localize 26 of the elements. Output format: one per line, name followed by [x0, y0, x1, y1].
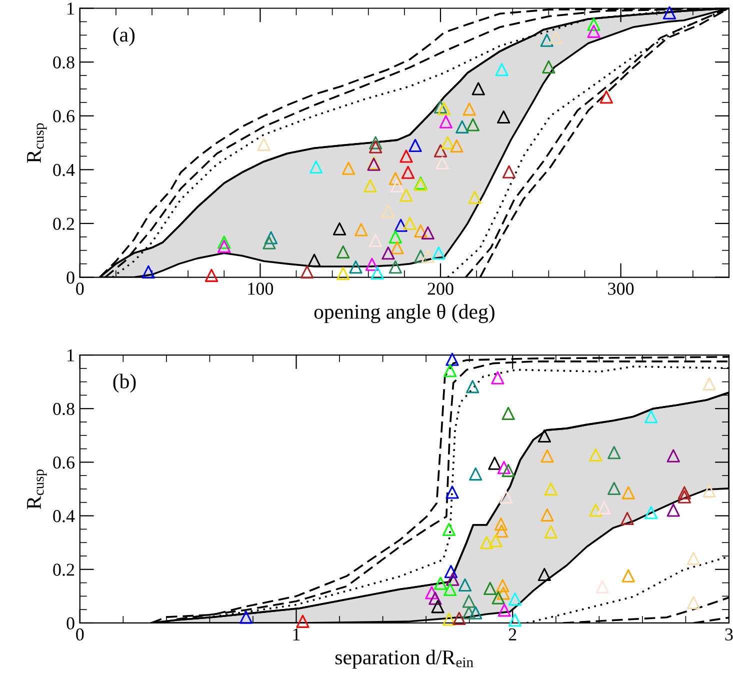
x-tick-label: 0 — [76, 628, 84, 641]
y-tick-label: 0.8 — [53, 402, 74, 416]
x-tick-label: 2 — [508, 628, 516, 640]
x-tick-label: 1 — [293, 628, 300, 640]
y-tick-label: 0.4 — [53, 510, 75, 522]
x-axis-title: separation d/R$_{ein}$ — [335, 650, 474, 669]
y-tick-label: 1 — [68, 349, 74, 362]
y-axis-title: R$_{cusp}$ — [27, 470, 47, 510]
x-tick-label: 300 — [608, 282, 634, 295]
y-tick-label: 0.6 — [53, 456, 74, 469]
y-tick-label: 0 — [66, 272, 74, 284]
x-axis-title: opening angle θ (deg) — [314, 304, 494, 324]
y-tick-label: 0.2 — [53, 564, 74, 576]
x-tick-label: 3 — [725, 628, 733, 641]
y-tick-label: 0 — [66, 617, 74, 630]
y-tick-label: 0.6 — [53, 110, 74, 122]
x-tick-label: 0 — [76, 282, 84, 295]
x-tick-label: 200 — [428, 282, 454, 295]
y-tick-label: 1 — [68, 2, 74, 15]
y-tick-label: 0.8 — [53, 56, 74, 69]
annotation: (b) — [113, 374, 136, 393]
annotation: (a) — [113, 27, 135, 46]
y-tick-label: 0.4 — [53, 164, 75, 176]
x-tick-label: 100 — [248, 282, 274, 295]
y-axis-title: R$_{cusp}$ — [27, 123, 47, 163]
y-tick-label: 0.2 — [53, 218, 74, 230]
